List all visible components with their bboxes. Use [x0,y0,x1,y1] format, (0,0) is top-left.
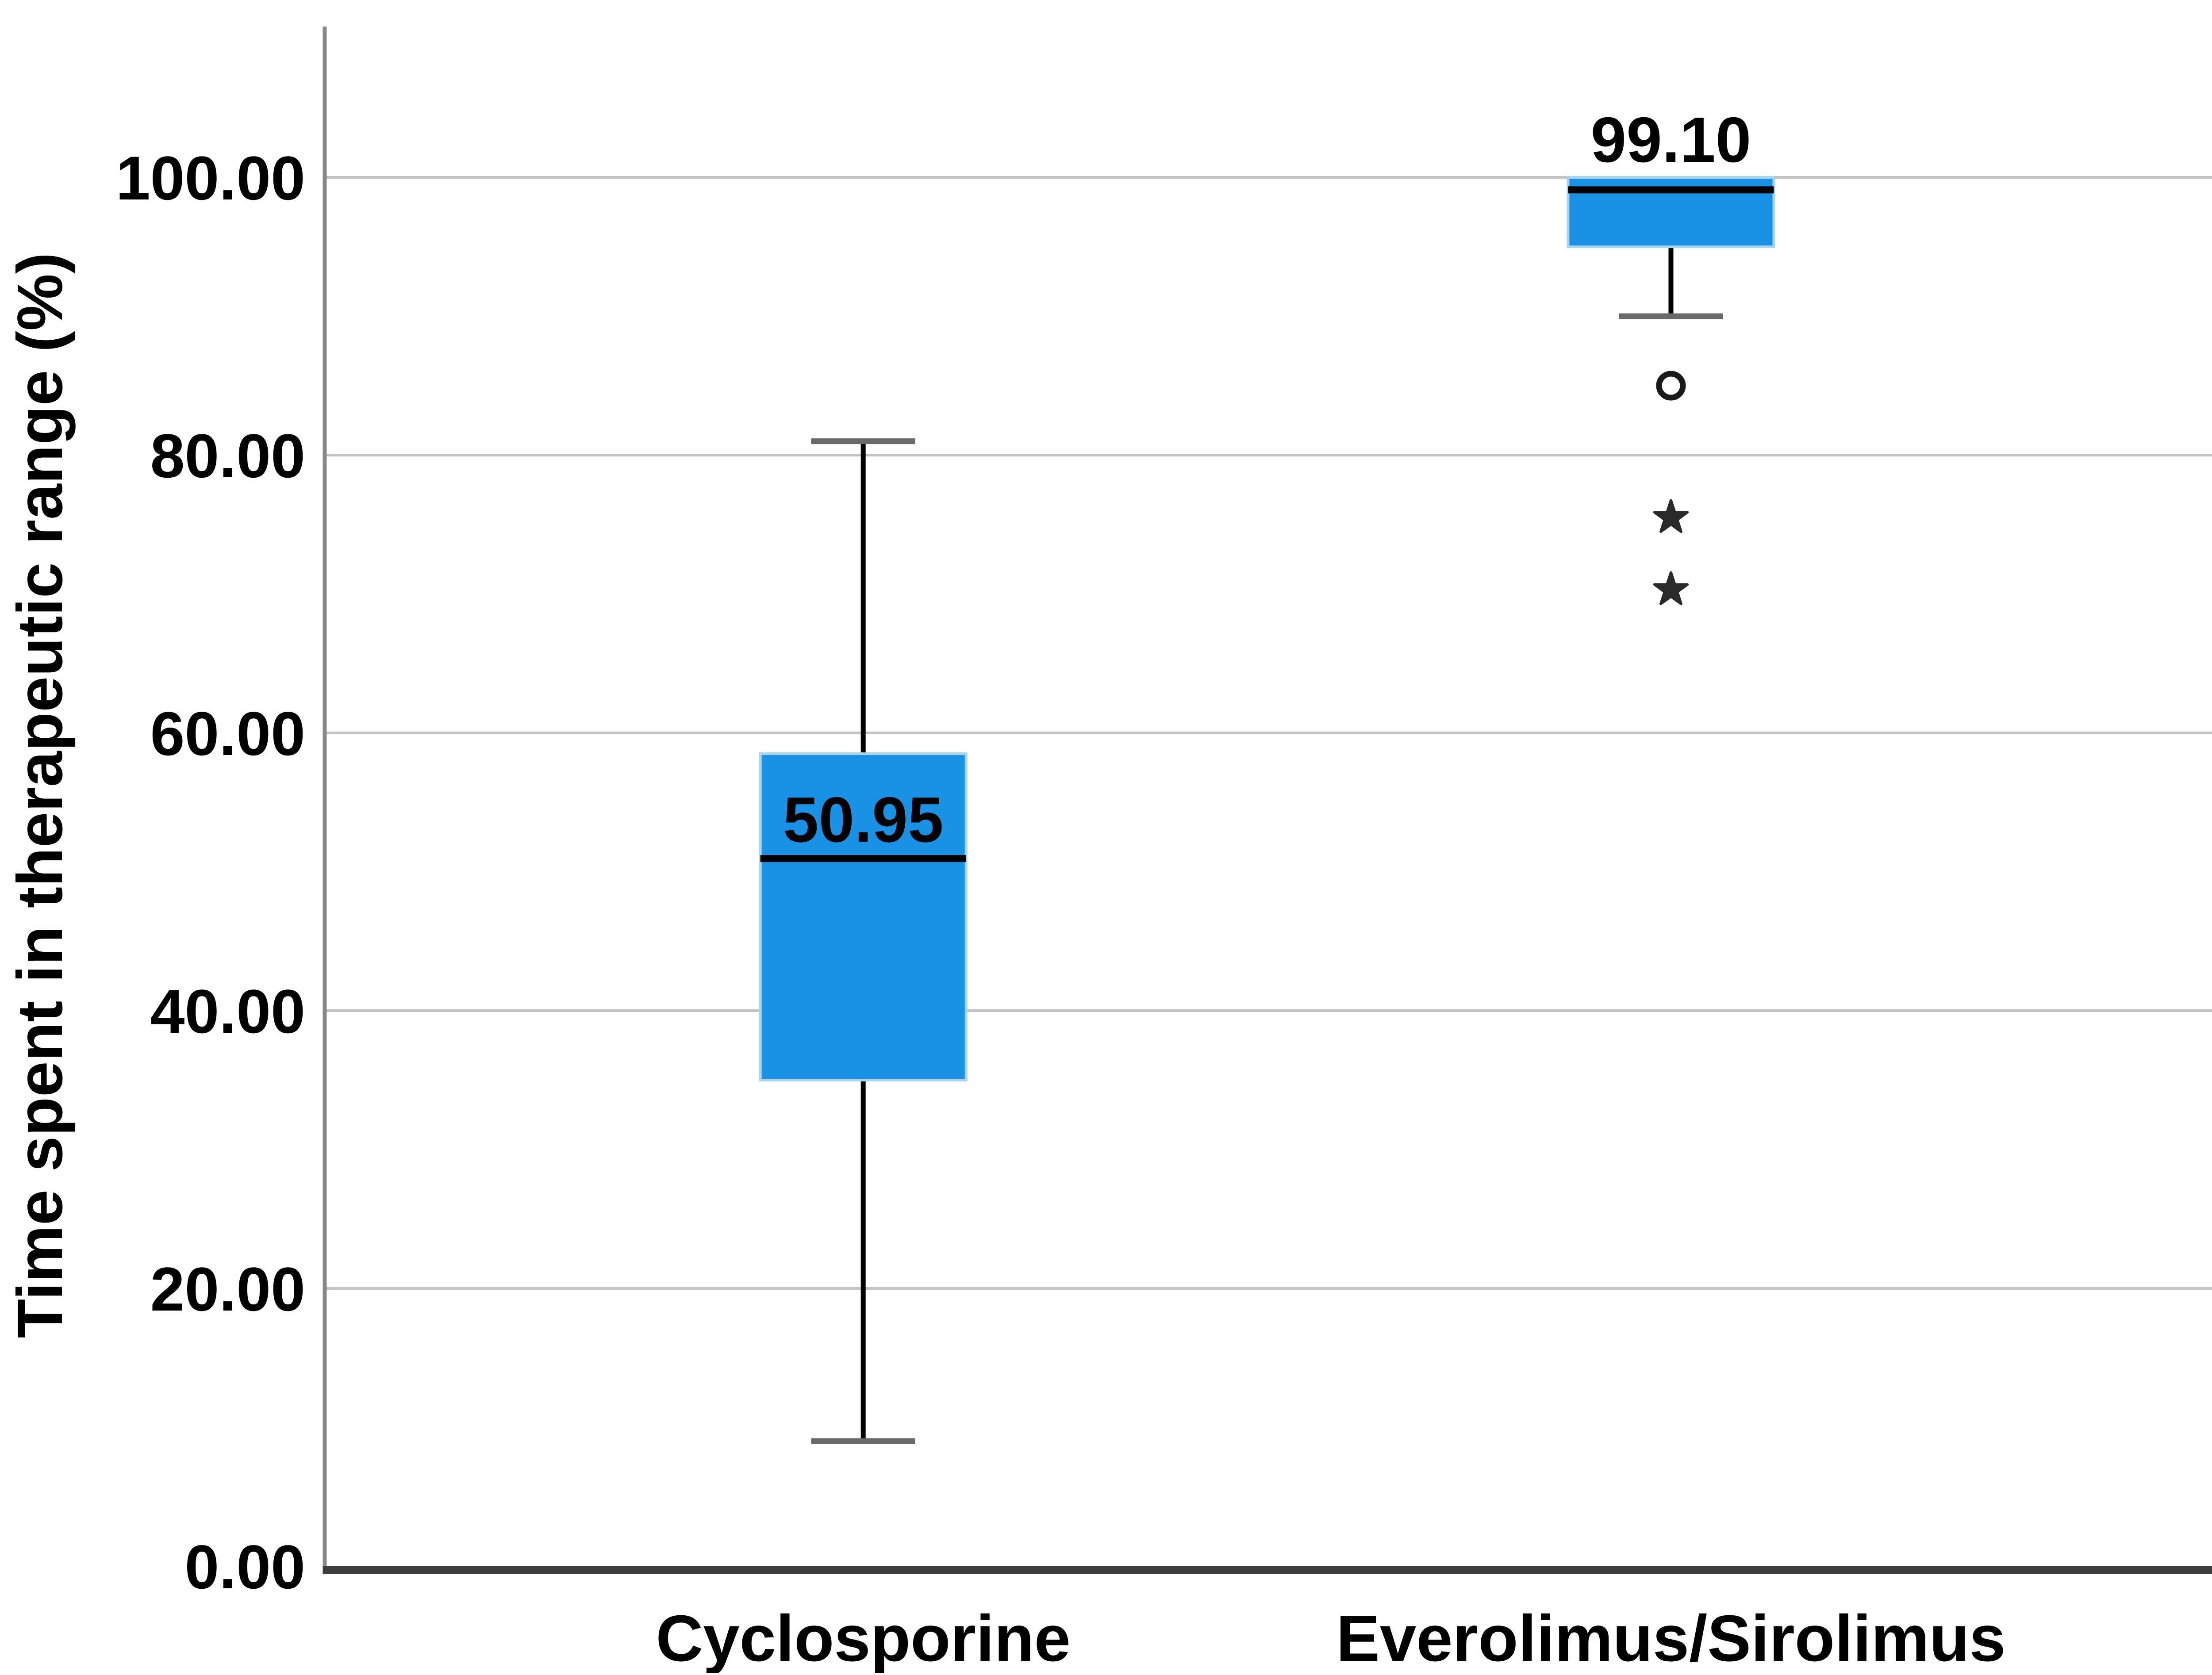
y-tick-label-0.00: 0.00 [185,1532,305,1602]
y-axis-title: Time spent in therapeutic range (%) [4,253,76,1338]
axes-layer [323,27,2212,1570]
x-category-label-Cyclosporine: Cyclosporine [656,1602,1071,1673]
extreme-star [1655,573,1687,604]
x-category-label-Everolimus/Sirolimus: Everolimus/Sirolimus [1336,1602,2005,1673]
y-tick-label-100.00: 100.00 [116,143,305,213]
boxplot-Everolimus/Sirolimus: 99.10 [1568,104,1774,604]
median-label: 99.10 [1591,104,1751,176]
axis-labels-layer: 0.00 20.00 40.00 60.00 80.00 100.00 Cyclospori… [116,143,2212,1673]
y-tick-label-60.00: 60.00 [150,699,305,768]
median-label: 50.95 [783,784,944,855]
boxplot-Cyclosporine: 50.95 [760,441,966,1441]
y-tick-label-40.00: 40.00 [150,977,305,1046]
gridlines-layer [325,177,2212,1288]
y-tick-label-80.00: 80.00 [150,421,305,491]
outlier-circle [1659,374,1683,398]
y-tick-label-20.00: 20.00 [150,1254,305,1324]
extreme-star [1655,500,1687,532]
